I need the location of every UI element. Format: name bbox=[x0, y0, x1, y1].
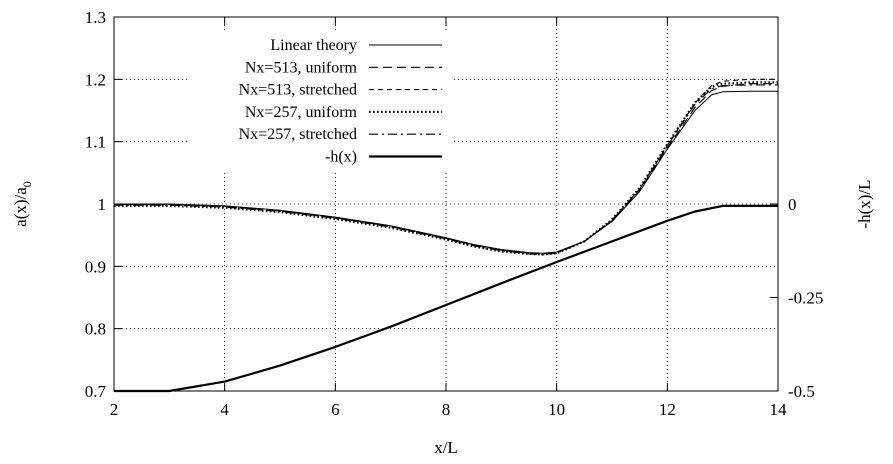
axis-ticks: 2 4 6 8 10 12 14 0.7 0.8 0.9 1 1.1 1.2 1.3 -0.5 -0.25 0 bbox=[85, 8, 824, 419]
legend-label-4: Nx=257, uniform bbox=[245, 104, 358, 121]
y-tick-label: 0.8 bbox=[85, 320, 106, 339]
legend-mask bbox=[190, 30, 452, 170]
y-tick-label: 1.1 bbox=[85, 133, 106, 152]
y2-tick-label: 0 bbox=[788, 195, 797, 214]
series-line-6 bbox=[114, 204, 778, 393]
x-tick-label: 14 bbox=[770, 400, 788, 419]
legend-label-6: -h(x) bbox=[325, 149, 357, 166]
x-tick-label: 4 bbox=[220, 400, 229, 419]
y-tick-label: 0.7 bbox=[85, 382, 107, 401]
y-axis-label: a(x)/a0 bbox=[11, 181, 34, 227]
y-axis-label-main: a(x)/a bbox=[11, 187, 30, 227]
x-tick-label: 10 bbox=[548, 400, 565, 419]
x-axis-label: x/L bbox=[434, 438, 458, 457]
x-tick-label: 6 bbox=[331, 400, 340, 419]
y2-axis-label: -h(x)/L bbox=[855, 179, 874, 228]
y2-tick-label: -0.5 bbox=[788, 382, 815, 401]
y-tick-label: 1.3 bbox=[85, 8, 106, 27]
legend-label-1: Linear theory bbox=[270, 37, 357, 54]
legend-label-3: Nx=513, stretched bbox=[239, 82, 357, 99]
legend-label-5: Nx=257, stretched bbox=[239, 126, 357, 143]
series-line-5 bbox=[114, 84, 778, 256]
y-tick-label: 0.9 bbox=[85, 257, 106, 276]
series-layer bbox=[114, 78, 778, 393]
legend-label-2: Nx=513, uniform bbox=[245, 59, 358, 76]
x-tick-label: 8 bbox=[442, 400, 451, 419]
legend: Linear theory Nx=513, uniform Nx=513, stre… bbox=[239, 37, 442, 166]
legend-background bbox=[190, 30, 452, 170]
y-axis-label-subscript: 0 bbox=[20, 181, 34, 187]
series-line-1 bbox=[114, 90, 778, 254]
x-tick-label: 12 bbox=[659, 400, 676, 419]
y2-tick-label: -0.25 bbox=[788, 289, 823, 308]
y-tick-label: 1.2 bbox=[85, 70, 106, 89]
x-tick-label: 2 bbox=[110, 400, 119, 419]
y-tick-label: 1 bbox=[98, 195, 107, 214]
